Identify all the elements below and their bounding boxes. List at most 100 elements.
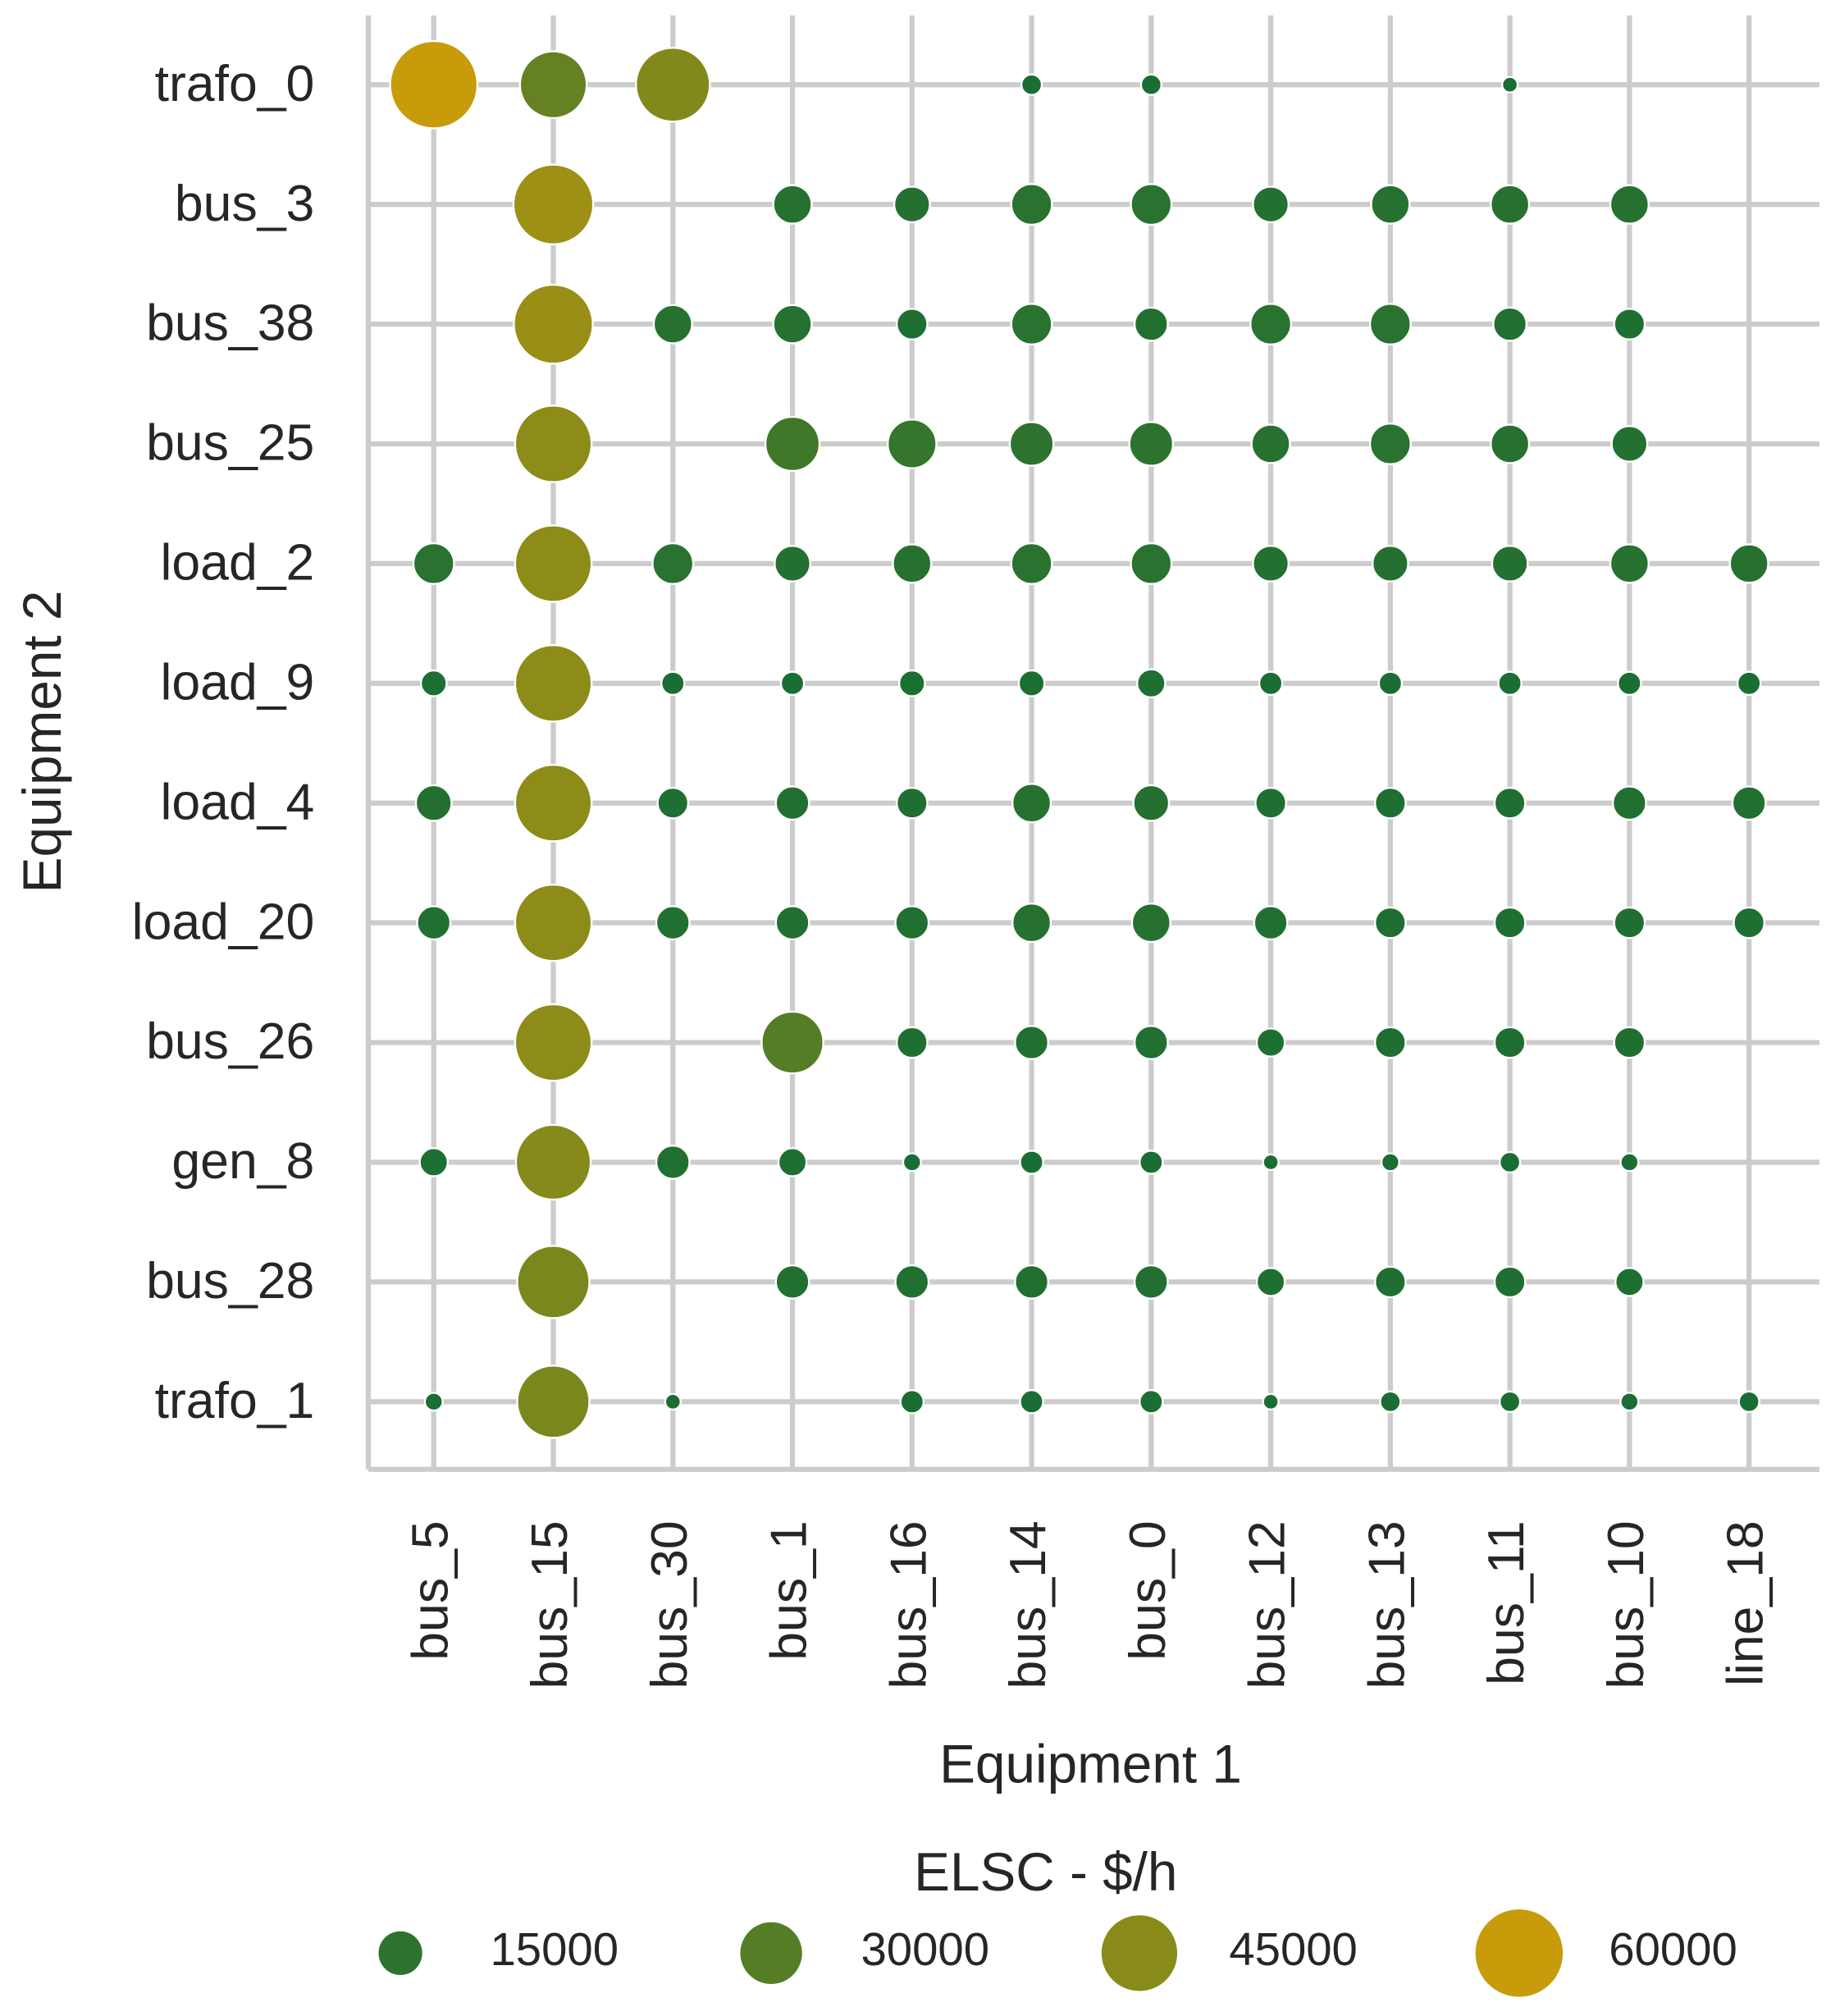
bubble: [1737, 1390, 1760, 1413]
bubble: [1373, 1026, 1407, 1059]
bubble: [414, 784, 453, 822]
bubble: [1490, 423, 1531, 464]
y-tick-label: bus_38: [146, 295, 314, 352]
bubble: [1010, 542, 1053, 585]
x-tick-label: bus_10: [1597, 1520, 1655, 1689]
bubble: [656, 786, 690, 820]
bubble: [514, 524, 593, 603]
y-tick-label: bus_25: [146, 414, 314, 472]
bubble: [764, 415, 821, 473]
bubble: [389, 39, 479, 130]
bubble: [1498, 1150, 1522, 1174]
bubble: [1619, 1152, 1640, 1173]
bubble: [1373, 1265, 1407, 1299]
x-tick-label: bus_5: [401, 1520, 459, 1660]
bubble: [418, 1147, 450, 1177]
y-tick-label: trafo_1: [155, 1372, 315, 1429]
legend-marker: [740, 1922, 802, 1985]
bubble: [777, 1147, 808, 1177]
bubble: [1262, 1153, 1280, 1172]
bubble: [1490, 184, 1531, 225]
bubble: [1613, 1026, 1646, 1059]
bubble: [655, 1145, 691, 1180]
y-tick-label: load_2: [160, 534, 314, 592]
legend-marker: [378, 1931, 422, 1975]
bubble: [894, 1264, 930, 1300]
bubble: [779, 670, 806, 697]
y-tick-label: load_9: [160, 653, 314, 711]
bubble: [1139, 73, 1162, 96]
bubble: [514, 883, 593, 962]
bubble: [664, 1392, 682, 1410]
x-tick-label: bus_0: [1119, 1520, 1176, 1660]
legend-marker: [1101, 1915, 1178, 1991]
y-tick-label: load_4: [160, 773, 314, 830]
bubble: [514, 763, 593, 843]
bubble: [1370, 184, 1411, 225]
bubble: [652, 304, 693, 345]
bubble: [1014, 1264, 1050, 1300]
bubble: [1380, 1152, 1400, 1173]
x-tick-label: bus_11: [1477, 1520, 1535, 1685]
bubble: [1133, 1025, 1169, 1061]
bubble: [1619, 1392, 1640, 1412]
bubble: [1136, 668, 1167, 699]
y-tick-label: bus_26: [146, 1013, 314, 1070]
bubble: [1139, 1150, 1164, 1175]
bubble: [1500, 75, 1519, 94]
x-tick-label: bus_12: [1239, 1520, 1296, 1689]
bubble: [1609, 184, 1650, 225]
bubble: [1255, 1267, 1286, 1297]
bubble: [899, 1389, 925, 1415]
bubble: [902, 1152, 922, 1173]
bubble: [1255, 1027, 1286, 1058]
x-tick-label: bus_13: [1358, 1520, 1415, 1689]
x-tick-label: bus_16: [879, 1520, 937, 1689]
bubble: [894, 905, 930, 941]
bubble: [1617, 670, 1642, 697]
bubble: [513, 283, 594, 365]
bubble: [651, 542, 695, 585]
bubble: [1017, 669, 1046, 697]
bubble: [893, 185, 931, 224]
bubble: [886, 418, 938, 469]
bubble: [1493, 1265, 1527, 1299]
bubble: [774, 544, 811, 583]
legend-label: 60000: [1609, 1923, 1737, 1975]
bubble: [1733, 906, 1766, 939]
bubble: [1736, 670, 1762, 697]
bubble: [514, 644, 593, 723]
bubble: [1373, 786, 1407, 820]
bubble: [514, 1003, 593, 1082]
bubble: [1254, 786, 1287, 820]
bubble: [1133, 306, 1169, 342]
legend-marker: [1475, 1909, 1564, 1997]
bubble: [1019, 1150, 1044, 1175]
bubble: [1128, 421, 1175, 467]
bubble: [895, 786, 929, 820]
bubble: [1132, 784, 1171, 822]
bubble: [1377, 670, 1404, 697]
bubble: [1371, 544, 1409, 583]
bubble: [1368, 303, 1412, 346]
x-tick-label: line_18: [1717, 1520, 1774, 1686]
bubble: [1262, 1392, 1280, 1410]
bubble: [423, 1392, 444, 1412]
bubble: [1019, 1389, 1044, 1415]
bubble: [416, 905, 452, 941]
x-tick-label: bus_1: [760, 1520, 818, 1660]
bubble: [1250, 423, 1291, 464]
bubble: [1728, 543, 1769, 584]
x-tick-label: bus_30: [641, 1520, 698, 1689]
bubble: [892, 543, 933, 584]
bubble: [772, 184, 813, 225]
x-tick-label: bus_15: [521, 1520, 578, 1689]
bubble: [1491, 544, 1529, 583]
bubble: [895, 1026, 929, 1059]
y-tick-label: gen_8: [171, 1132, 314, 1190]
bubble: [1130, 903, 1171, 944]
bubble: [774, 905, 810, 941]
bubble: [1011, 903, 1052, 944]
